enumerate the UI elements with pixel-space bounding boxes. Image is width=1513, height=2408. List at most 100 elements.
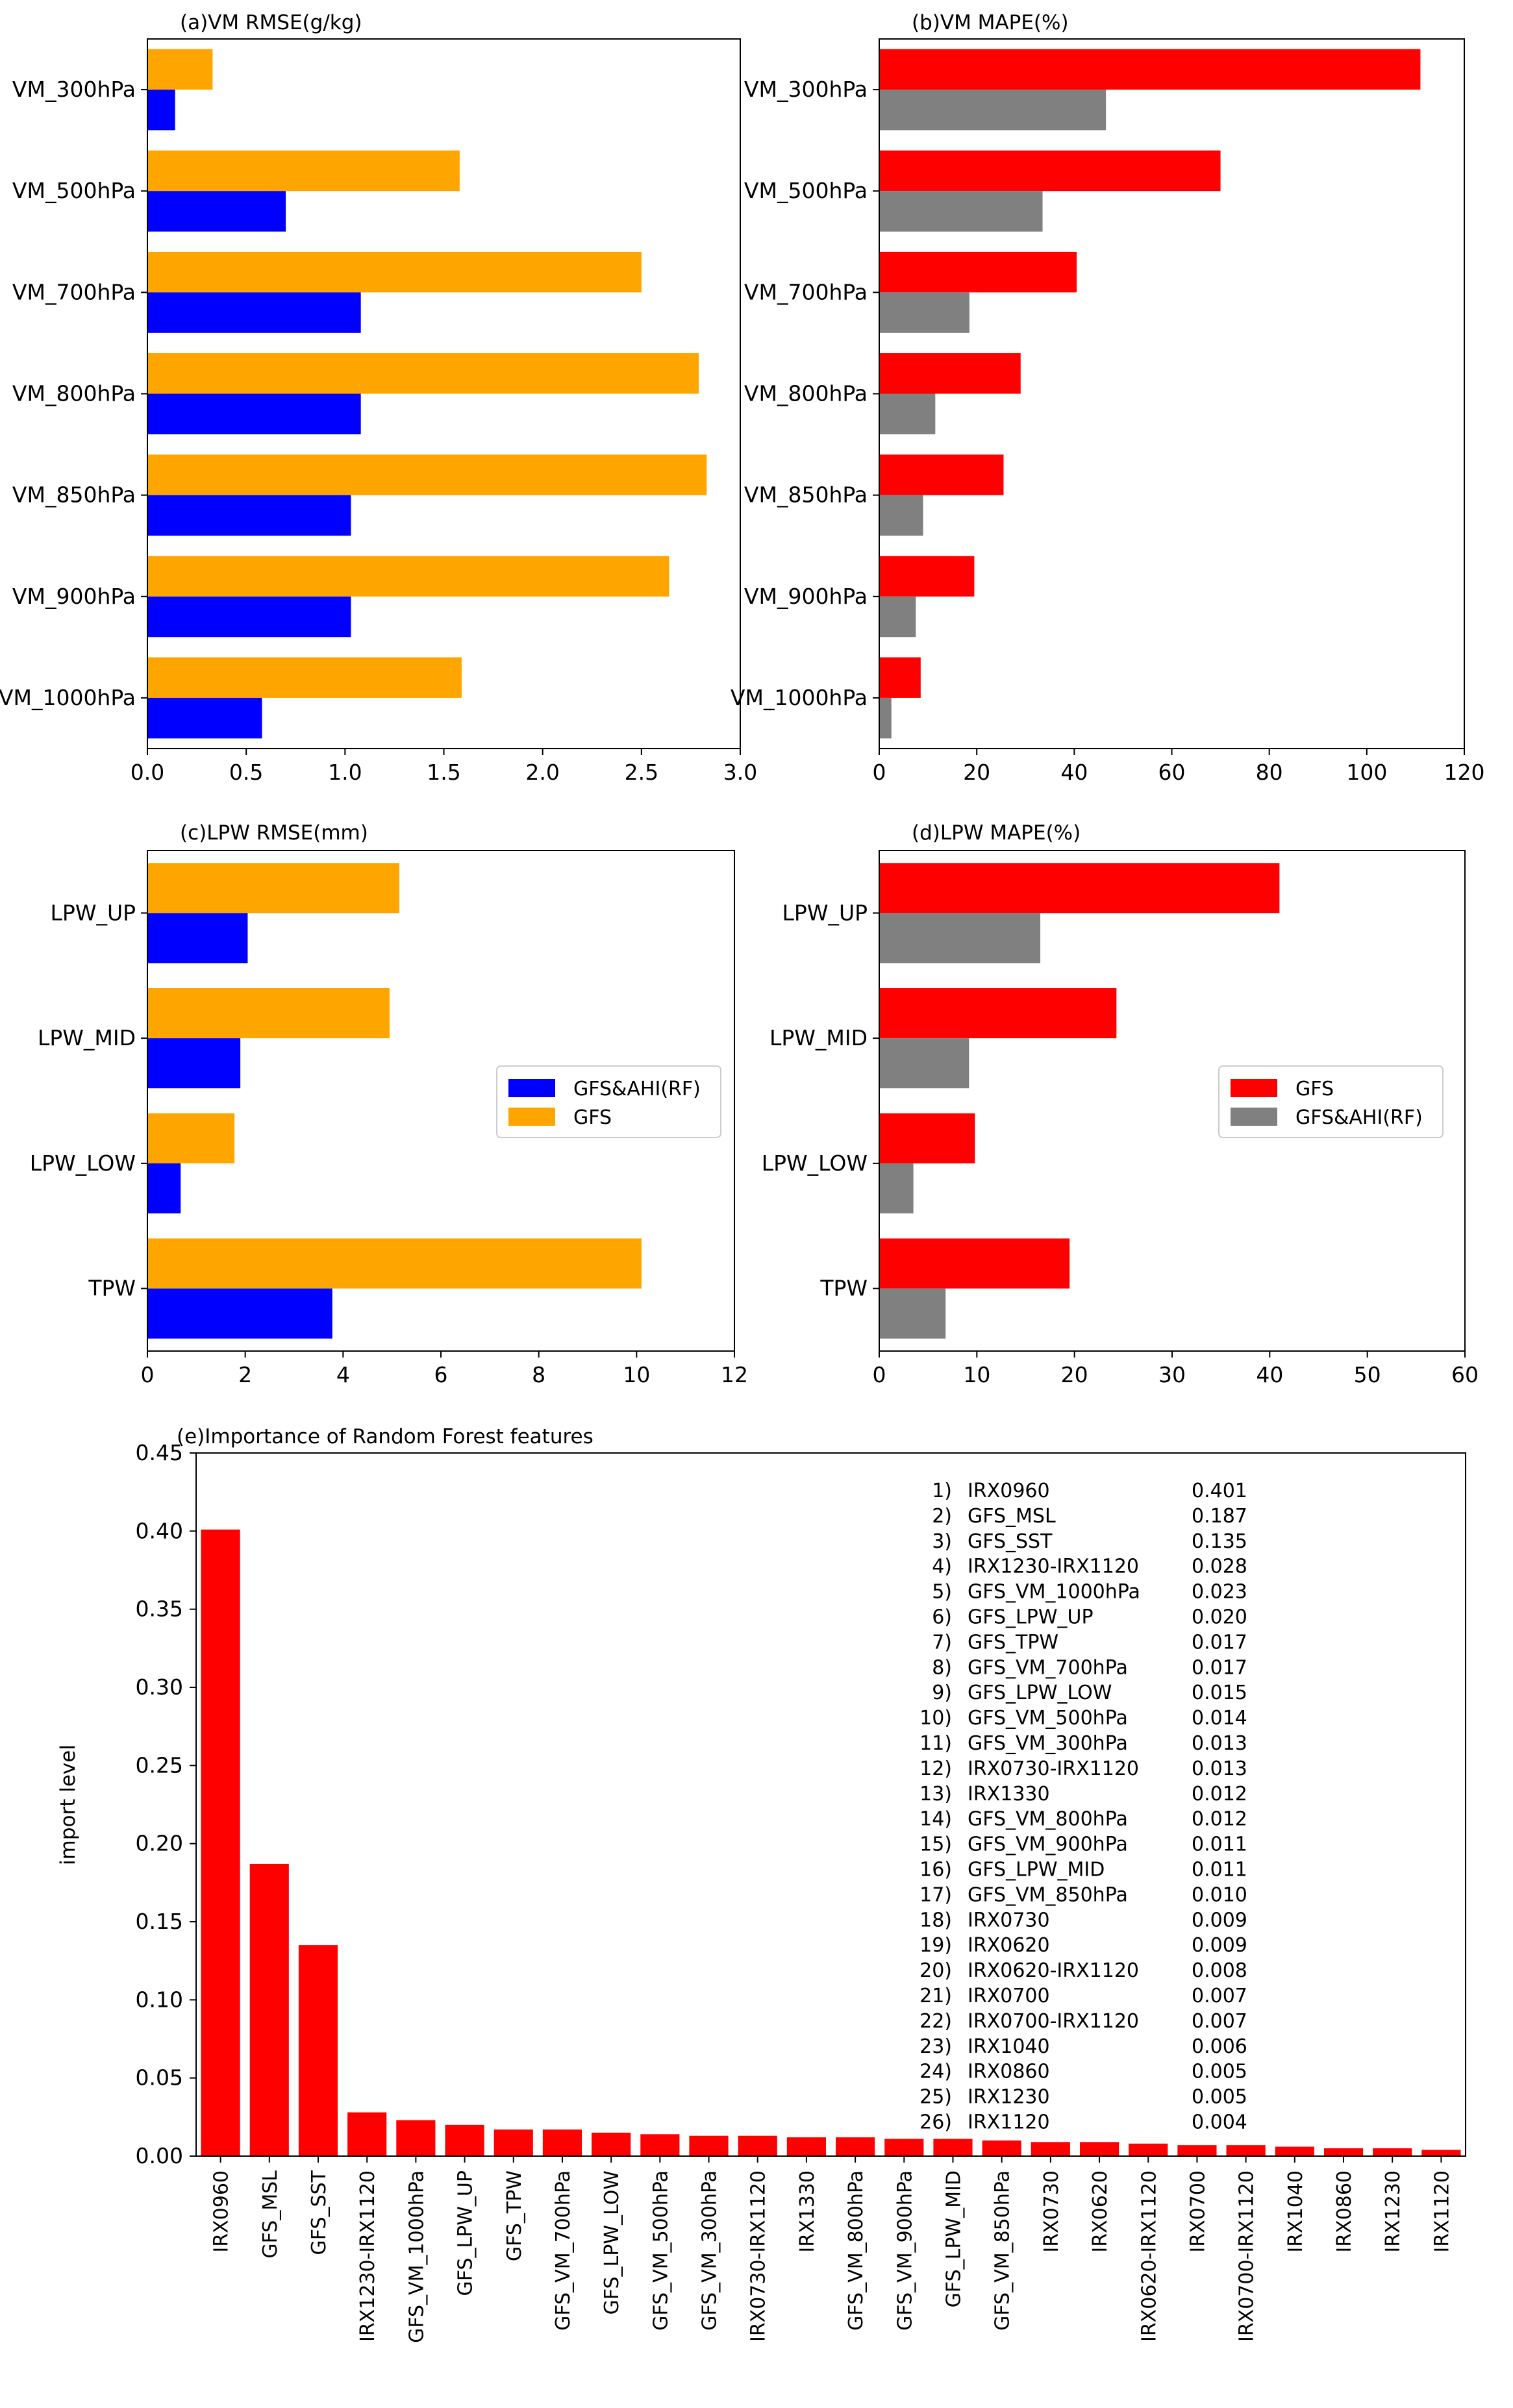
table-feature: IRX1330 [968,1783,1050,1806]
x-tick-label: IRX0960 [210,2170,233,2253]
y-tick-label: VM_700hPa [744,279,868,304]
table-rank: 7) [932,1631,952,1654]
panel-e-title: (e)Importance of Random Forest features [177,1425,594,1448]
table-value: 0.013 [1192,1757,1247,1780]
bar-importance-gfs_lpw_mid [933,2139,973,2156]
y-tick-label: TPW [88,1276,136,1301]
table-feature: IRX1040 [968,2035,1050,2058]
x-tick-label: 6 [434,1362,448,1387]
bar-importance-irx1120 [1421,2150,1461,2156]
bar-gfs-ahi-rf--lpw_up [879,913,1041,963]
bar-importance-irx1230 [1373,2148,1412,2156]
bar-importance-gfs_vm_1000hpa [396,2120,436,2156]
table-feature: GFS_VM_700hPa [968,1656,1128,1679]
table-feature: IRX0700-IRX1120 [968,2010,1139,2033]
x-tick-label: 1.0 [328,760,362,785]
panel-d-title: (d)LPW MAPE(%) [912,821,1081,845]
bar-gfs-ahi-rf--vm_300hpa [879,90,1107,130]
y-tick-label: LPW_UP [782,900,868,925]
bar-gfs-ahi-rf--vm_900hpa [147,596,351,638]
x-tick-label: 50 [1354,1362,1381,1387]
table-value: 0.023 [1192,1581,1247,1604]
x-tick-label: 60 [1158,760,1186,785]
bar-importance-gfs_lpw_low [592,2132,631,2156]
bar-importance-irx1330 [786,2137,826,2156]
table-rank: 11) [919,1732,952,1755]
y-tick-label: VM_800hPa [12,381,136,406]
y-tick-label: VM_1000hPa [731,685,868,710]
table-value: 0.013 [1192,1732,1247,1755]
bar-gfs-lpw_up [147,863,399,913]
table-value: 0.011 [1192,1859,1247,1881]
bar-gfs-ahi-rf--vm_300hpa [147,90,175,130]
x-tick-label: IRX0620 [1089,2170,1112,2253]
table-feature: IRX1230 [968,2086,1050,2109]
x-tick-label: 40 [1256,1362,1283,1387]
table-rank: 22) [919,2010,952,2033]
table-value: 0.187 [1192,1505,1247,1528]
table-value: 0.015 [1192,1682,1247,1704]
x-tick-label: 0 [873,1362,886,1387]
ranking-table: 1) IRX0960 0.401 2) GFS_MSL 0.187 3) GFS_SST 0.1… [919,1480,1247,2134]
bar-importance-irx0700-irx1120 [1226,2145,1266,2156]
x-tick-label: 0 [873,760,886,785]
bar-importance-gfs_msl [249,1863,289,2156]
bar-gfs-ahi-rf--vm_700hpa [879,292,969,333]
y-tick-label: VM_500hPa [12,178,136,203]
table-value: 0.011 [1192,1833,1247,1856]
table-value: 0.005 [1192,2086,1247,2109]
y-tick-label: LPW_UP [51,900,136,925]
bar-gfs-lpw_mid [879,988,1117,1039]
table-value: 0.005 [1192,2061,1247,2083]
x-tick-label: GFS_TPW [503,2170,526,2261]
x-tick-label: 2.0 [525,760,559,785]
bar-gfs-ahi-rf--tpw [879,1288,946,1339]
legend-swatch [508,1108,555,1126]
x-tick-label: IRX0700 [1186,2170,1209,2253]
table-value: 0.009 [1192,1909,1247,1931]
table-rank: 26) [919,2111,952,2134]
legend: GFS GFS&AHI(RF) [1218,1065,1444,1138]
table-rank: 5) [932,1581,952,1604]
table-rank: 4) [932,1556,952,1578]
y-tick-label: 0.15 [136,1909,183,1934]
table-rank: 8) [932,1656,952,1679]
table-feature: IRX0700 [968,1985,1050,2007]
table-value: 0.007 [1192,1985,1247,2007]
table-feature: GFS_MSL [968,1505,1056,1528]
x-tick-label: GFS_VM_1000hPa [405,2170,428,2343]
axes-frame [147,850,735,1352]
legend-swatch [1231,1079,1277,1097]
axes-frame [195,1452,1466,2157]
bar-importance-irx0960 [201,1529,240,2156]
y-tick-label: VM_1000hPa [0,685,136,710]
table-feature: GFS_TPW [968,1631,1058,1654]
bar-importance-gfs_vm_850hpa [982,2140,1021,2156]
bar-gfs-vm_300hpa [147,49,213,90]
y-tick-label: 0.20 [136,1831,183,1856]
y-tick-label: 0.35 [136,1596,183,1622]
table-value: 0.008 [1192,1959,1247,1982]
table-feature: GFS_VM_850hPa [968,1883,1128,1906]
x-tick-label: IRX1330 [796,2170,819,2253]
bar-gfs-vm_1000hpa [879,657,921,698]
x-tick-label: GFS_VM_300hPa [699,2170,721,2331]
bar-gfs-tpw [879,1238,1070,1289]
x-tick-label: 2.5 [625,760,658,785]
y-tick-label: 0.10 [136,1987,183,2012]
x-tick-label: 8 [532,1362,545,1387]
x-tick-label: GFS_VM_500hPa [649,2170,672,2331]
bar-importance-irx0620-irx1120 [1129,2143,1168,2156]
legend-swatch [1231,1108,1277,1126]
panel-e-feature-importance: (e)Importance of Random Forest features I… [56,1425,1466,2343]
table-value: 0.017 [1192,1631,1247,1654]
bar-importance-irx0860 [1323,2148,1364,2156]
bar-gfs-vm_300hpa [879,49,1421,90]
table-rank: 3) [932,1530,952,1553]
x-tick-label: IRX1230-IRX1120 [356,2170,379,2342]
bar-gfs-ahi-rf--lpw_low [147,1163,181,1213]
bar-importance-gfs_vm_900hpa [884,2139,924,2156]
table-rank: 1) [932,1480,952,1502]
x-tick-label: IRX1230 [1382,2170,1405,2253]
table-rank: 12) [919,1757,952,1780]
